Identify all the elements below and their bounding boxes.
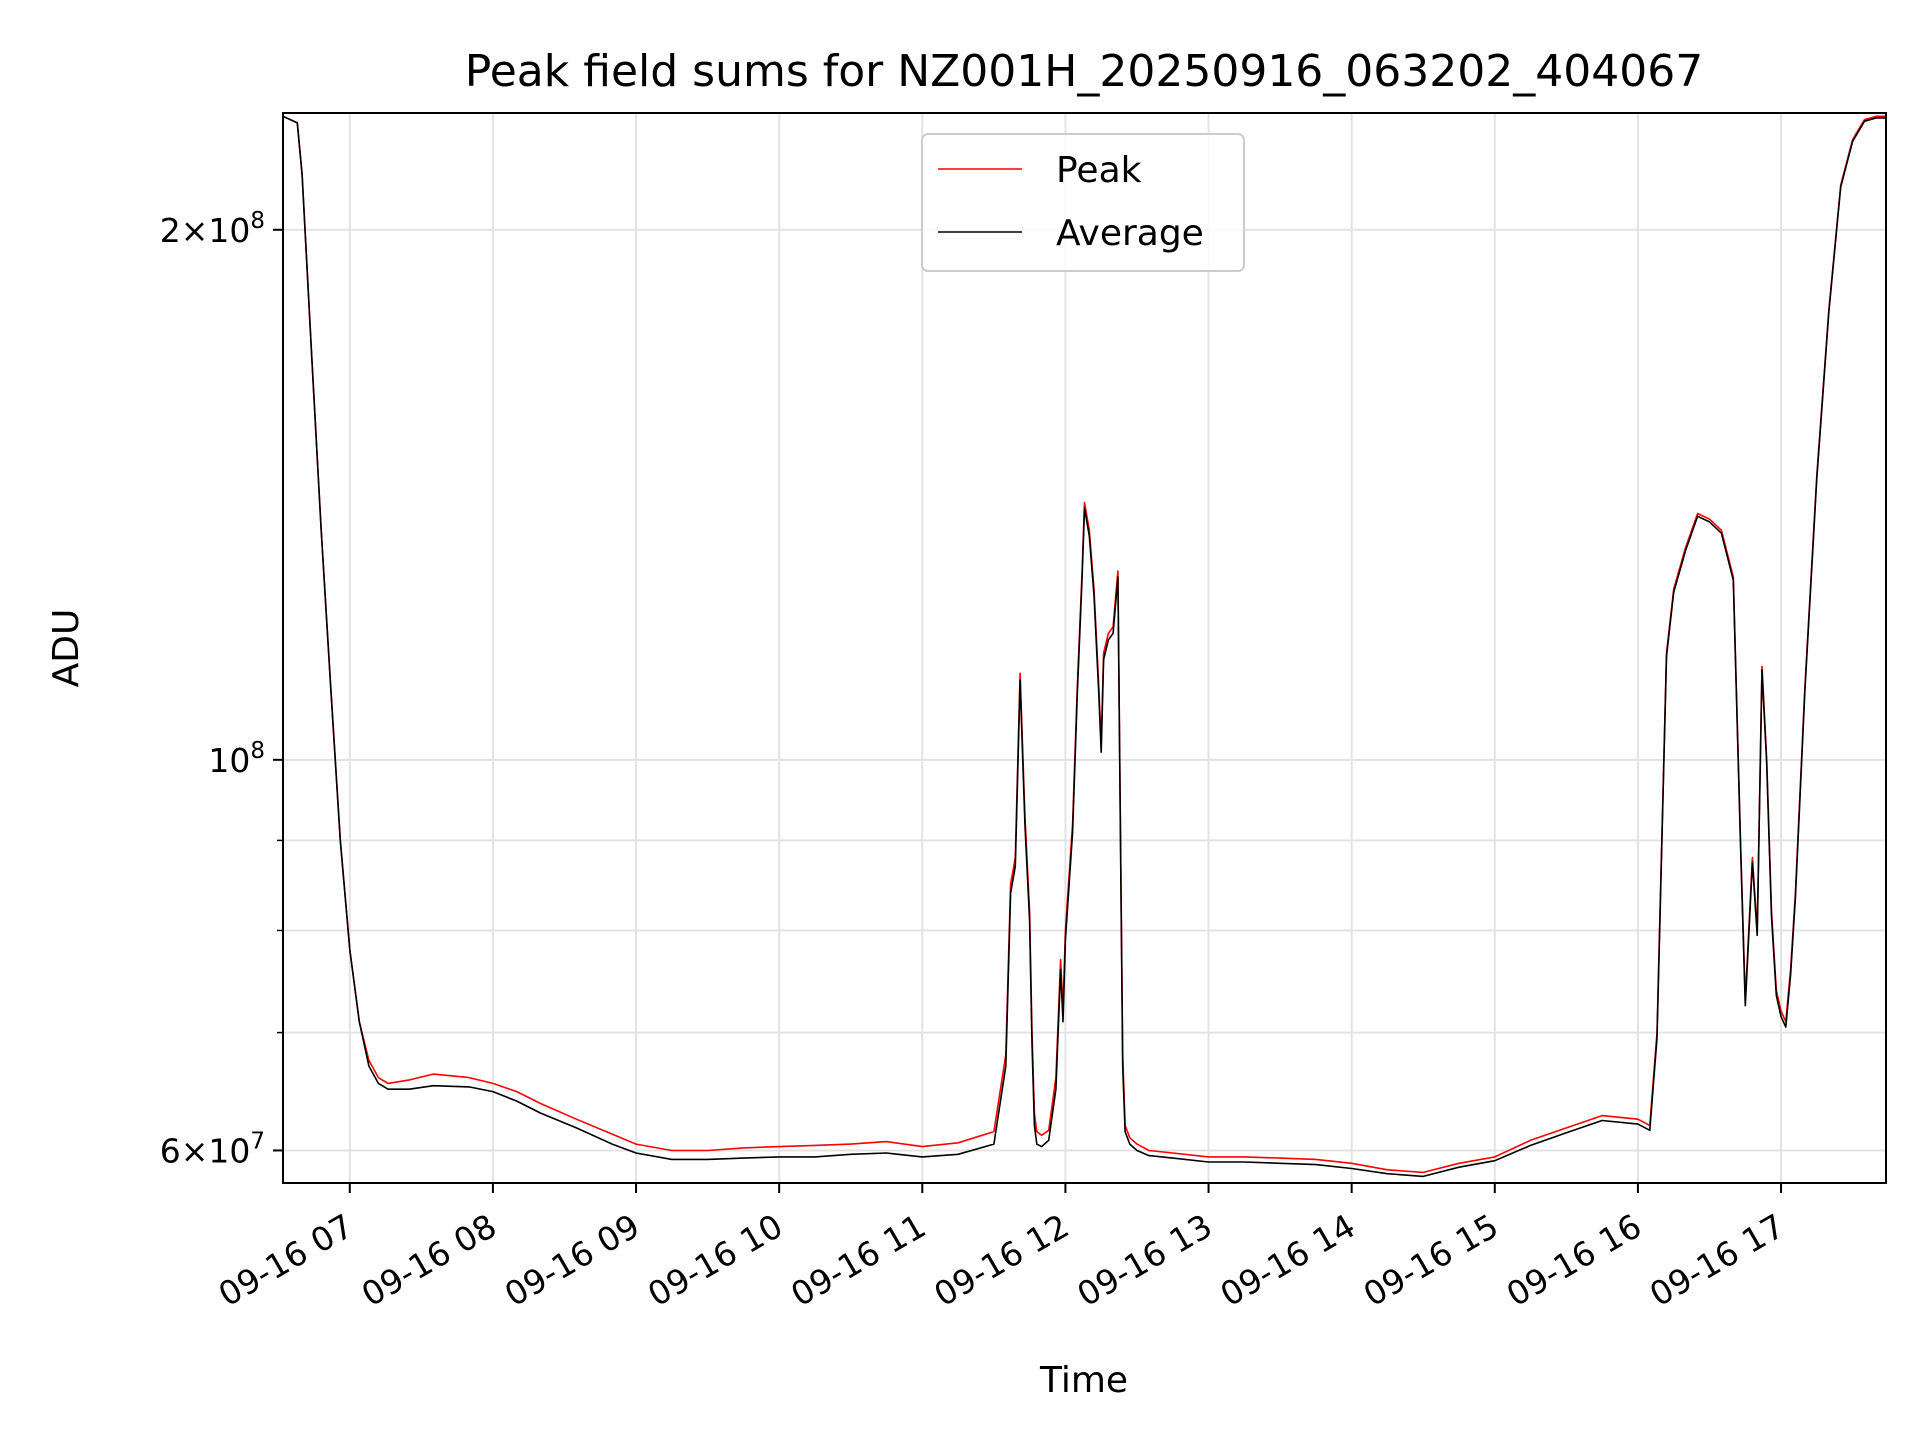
legend-label-average: Average [1056,213,1204,254]
y-tick-base: 10 [208,741,250,780]
x-axis-label: Time [1039,1360,1128,1401]
y-tick-exponent: 8 [250,208,265,234]
y-tick-times: ×10 [181,211,251,250]
y-tick-mantissa: 2 [160,211,181,250]
legend-label-peak: Peak [1056,150,1142,191]
y-tick-label: 6×107 [160,1128,265,1170]
y-tick-times: ×10 [181,1131,251,1170]
y-axis-label: ADU [46,609,87,688]
series-line-average [283,115,1886,1178]
grid [283,113,1886,1183]
y-tick-exponent: 8 [250,738,265,764]
plot-frame [282,112,1887,1184]
chart-title: Peak field sums for NZ001H_20250916_0632… [465,46,1703,97]
y-tick-label: 2×108 [160,208,265,250]
y-tick-label: 108 [208,738,265,780]
y-tick-mantissa: 6 [160,1131,181,1170]
legend: Peak Average [921,133,1245,272]
series-layer [283,115,1886,1178]
y-tick-exponent: 7 [250,1128,265,1154]
